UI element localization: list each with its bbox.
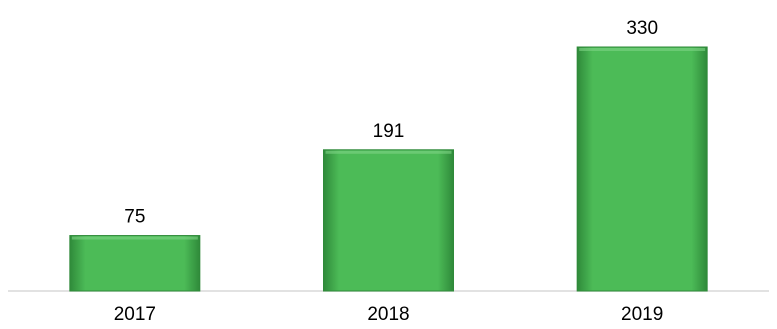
bar-2017 bbox=[69, 235, 201, 292]
data-label-2019: 330 bbox=[626, 18, 658, 39]
x-tick-label-2018: 2018 bbox=[367, 304, 409, 325]
data-label-2018: 191 bbox=[373, 121, 405, 142]
bar-2018 bbox=[323, 149, 454, 292]
x-tick-label-2019: 2019 bbox=[621, 304, 663, 325]
bar-highlight-2017 bbox=[71, 236, 198, 240]
bars-group bbox=[69, 46, 708, 292]
data-label-2017: 75 bbox=[124, 207, 145, 228]
labels-group: 75 2017 191 2018 330 2019 bbox=[114, 18, 664, 325]
bar-highlight-2019 bbox=[579, 48, 706, 51]
x-tick-label-2017: 2017 bbox=[114, 304, 156, 325]
bar-2019 bbox=[576, 46, 708, 292]
bar-highlight-2018 bbox=[325, 150, 452, 154]
